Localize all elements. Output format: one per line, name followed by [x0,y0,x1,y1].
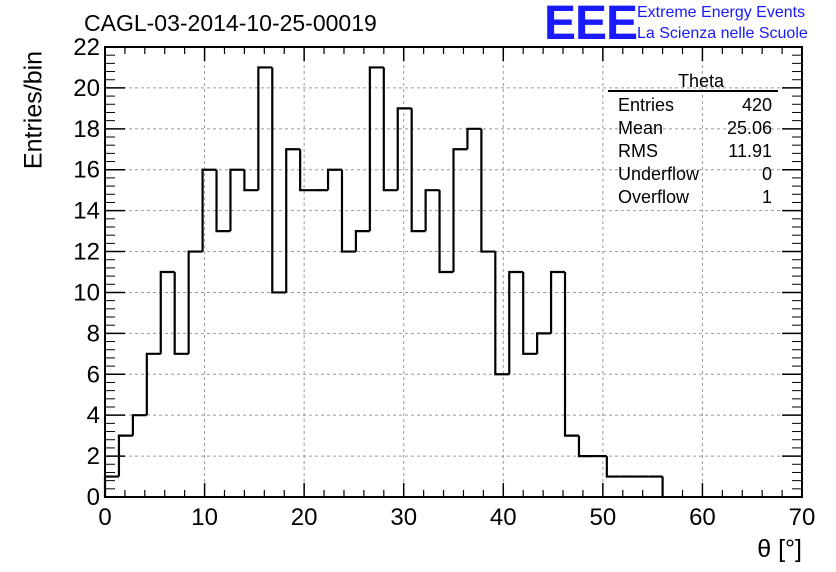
logo-line-1: Extreme Energy Events [637,4,806,21]
stats-row-mean: Mean 25.06 [608,117,778,140]
histogram-bin [410,108,426,233]
histogram-bin [299,149,315,192]
histogram-bin [452,148,468,272]
histogram-bin [159,270,175,354]
y-tick-label: 4 [87,402,100,429]
histogram-bin [285,148,301,293]
histogram-bin [243,169,259,192]
stats-row-entries: Entries 420 [608,94,778,117]
x-tick-label: 20 [291,504,318,531]
histogram-bin [382,67,398,192]
stats-row-overflow: Overflow 1 [608,186,778,209]
histogram-bars [103,66,664,497]
stats-label: RMS [618,141,658,161]
stats-label: Underflow [618,164,700,184]
histogram-bin [187,250,203,354]
stats-label: Overflow [618,187,690,207]
histogram-bin [563,272,579,437]
histogram-bin [368,66,384,232]
histogram-bin [145,352,161,416]
histogram-bin [466,127,482,150]
histogram-bin [215,169,231,233]
x-axis-label: θ [°] [757,535,802,563]
x-tick-label: 30 [390,504,417,531]
stats-value: 0 [761,164,772,184]
stats-row-underflow: Underflow 0 [608,163,778,186]
x-tick-label: 50 [590,504,617,531]
eee-logo-mark: EEE [544,0,638,50]
stats-value: 25.06 [726,118,772,138]
x-tick-label: 40 [490,504,517,531]
stats-value: 420 [741,95,772,115]
histogram-bin [354,229,370,252]
y-tick-label: 22 [73,34,100,61]
x-tick-label: 60 [689,504,716,531]
chart-title: CAGL-03-2014-10-25-00019 [84,10,377,36]
histogram-bin [173,272,189,355]
y-tick-label: 2 [87,443,100,470]
histogram-bin [326,168,342,191]
stats-label: Entries [618,95,675,115]
histogram-bin [508,270,524,375]
histogram-bin [257,66,273,191]
stats-title: Theta [608,72,778,92]
y-tick-label: 16 [73,157,100,184]
histogram-bin [340,169,356,253]
x-tick-label: 70 [789,504,816,531]
stats-row-rms: RMS 11.91 [608,140,778,163]
axis-ticks [104,46,803,498]
histogram-bin [103,475,119,497]
y-tick-label: 12 [73,239,100,266]
stats-label: Mean [618,118,664,138]
y-tick-label: 14 [73,198,100,225]
histogram-bin [131,414,147,436]
stats-value: 1 [761,187,772,207]
y-tick-label: 18 [73,116,100,143]
y-tick-label: 6 [87,361,100,388]
stats-box: Theta Entries 420 Mean 25.06 RMS 11.91 U… [608,72,778,209]
y-tick-label: 8 [87,320,100,347]
histogram-bin [549,270,566,334]
y-tick-label: 0 [87,484,100,511]
histogram-bin [271,67,287,294]
histogram-bin [438,190,454,274]
histogram-bin [605,456,621,478]
histogram-bin [577,435,593,458]
y-tick-label: 10 [73,279,100,306]
x-tick-label: 0 [98,504,111,531]
histogram-bin [480,128,496,253]
histogram-bin [201,168,217,252]
histogram-bin [424,189,440,232]
stats-value: 11.91 [728,141,772,161]
histogram-bin [522,272,538,355]
histogram-bin [494,251,510,376]
x-tick-label: 10 [191,504,218,531]
plot-frame [104,46,803,498]
y-axis-label: Entries/bin [19,50,48,170]
histogram-bin [536,332,552,354]
y-tick-label: 20 [73,75,100,102]
histogram-bin [396,107,412,191]
histogram-bin [117,434,133,477]
histogram-bin [229,168,245,232]
logo-line-2: La Scienza nelle Scuole [637,25,808,42]
